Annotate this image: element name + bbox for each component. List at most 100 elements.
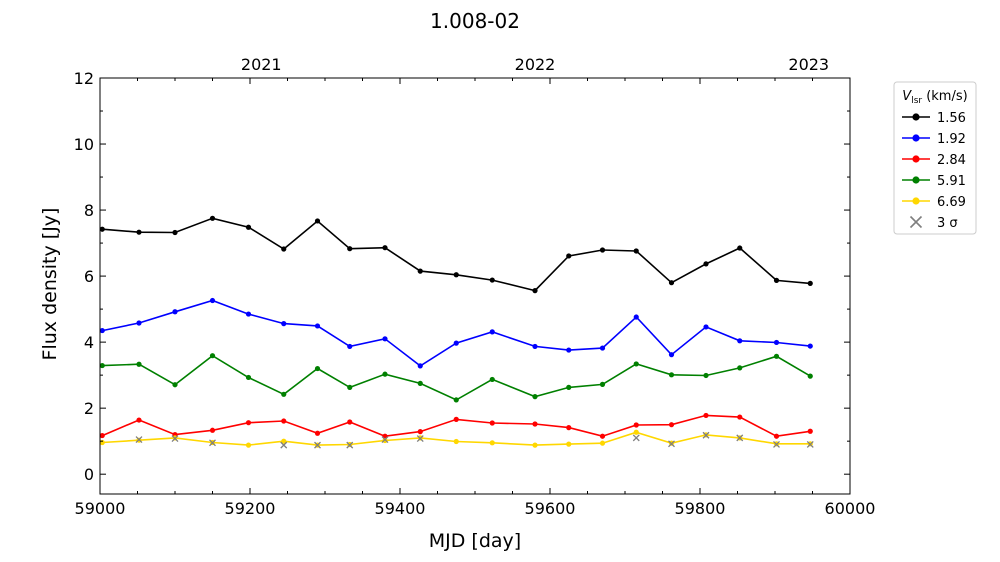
data-point-1.56 bbox=[489, 277, 495, 283]
data-point-2.84 bbox=[566, 425, 572, 431]
data-point-5.91 bbox=[99, 362, 105, 369]
data-point-1.56 bbox=[737, 245, 743, 251]
data-point-2.84 bbox=[453, 416, 459, 422]
data-point-6.69 bbox=[599, 440, 606, 446]
legend-label-1.56: 1.56 bbox=[937, 111, 966, 126]
data-point-5.91 bbox=[489, 376, 495, 383]
sigma-marker bbox=[209, 439, 216, 447]
data-point-2.84 bbox=[489, 420, 495, 426]
legend-label-1.92: 1.92 bbox=[937, 132, 966, 147]
data-point-2.84 bbox=[737, 414, 743, 420]
data-point-2.84 bbox=[633, 422, 639, 428]
data-point-1.92 bbox=[566, 347, 572, 353]
data-point-2.84 bbox=[599, 433, 606, 439]
data-point-5.91 bbox=[633, 361, 639, 367]
data-point-1.92 bbox=[453, 340, 459, 346]
data-point-1.56 bbox=[99, 226, 105, 232]
data-point-2.84 bbox=[668, 422, 675, 428]
data-point-2.84 bbox=[532, 421, 538, 427]
year-tick-label: 2023 bbox=[788, 55, 829, 74]
data-point-1.56 bbox=[599, 247, 606, 253]
data-point-6.69 bbox=[566, 441, 572, 447]
x-tick-label: 59400 bbox=[375, 499, 426, 518]
data-point-1.92 bbox=[172, 309, 178, 315]
y-tick-label: 12 bbox=[74, 69, 94, 88]
data-point-6.69 bbox=[489, 440, 495, 446]
data-point-1.56 bbox=[453, 272, 459, 278]
data-point-1.92 bbox=[209, 297, 216, 304]
sigma-marker bbox=[736, 434, 744, 442]
data-point-5.91 bbox=[807, 373, 813, 379]
data-point-1.92 bbox=[347, 343, 353, 350]
series-line-1.56 bbox=[102, 217, 811, 292]
sigma-marker bbox=[346, 441, 354, 449]
data-point-2.84 bbox=[703, 412, 709, 419]
y-tick-label: 6 bbox=[84, 267, 94, 286]
data-point-5.91 bbox=[209, 353, 216, 359]
sigma-marker bbox=[668, 440, 675, 448]
legend-marker-1.56 bbox=[912, 113, 920, 121]
legend: Vlsr (km/s) 1.56 1.92 2.84 5.91 6.69 3 σ bbox=[893, 81, 977, 235]
sigma-marker bbox=[702, 431, 710, 439]
data-point-5.91 bbox=[703, 372, 709, 379]
data-point-5.91 bbox=[532, 394, 538, 400]
data-point-1.92 bbox=[489, 329, 495, 335]
legend-label-5.91: 5.91 bbox=[937, 174, 966, 189]
legend-marker-2.84 bbox=[912, 155, 920, 163]
data-point-1.56 bbox=[347, 246, 353, 252]
data-point-1.56 bbox=[417, 268, 423, 274]
data-point-5.91 bbox=[453, 397, 459, 403]
legend-marker-6.69 bbox=[912, 197, 920, 205]
data-point-1.56 bbox=[209, 215, 216, 221]
sigma-marker bbox=[135, 436, 143, 443]
data-point-1.56 bbox=[382, 245, 388, 251]
data-point-2.84 bbox=[99, 432, 105, 439]
legend-marker-1.92 bbox=[912, 134, 920, 142]
data-point-6.69 bbox=[382, 437, 388, 444]
data-point-1.92 bbox=[532, 343, 538, 350]
legend-label-6.69: 6.69 bbox=[937, 195, 966, 210]
sigma-marker bbox=[314, 441, 321, 449]
data-point-1.92 bbox=[99, 327, 105, 334]
sigma-marker bbox=[773, 441, 780, 448]
y-tick-label: 2 bbox=[84, 399, 94, 418]
data-point-5.91 bbox=[172, 382, 178, 388]
series-line-5.91 bbox=[102, 354, 811, 401]
data-point-6.69 bbox=[453, 438, 459, 445]
data-point-1.92 bbox=[668, 352, 675, 358]
data-point-6.69 bbox=[633, 429, 639, 435]
data-point-1.56 bbox=[245, 224, 252, 230]
data-point-1.92 bbox=[417, 363, 423, 369]
data-point-5.91 bbox=[136, 361, 142, 367]
data-point-1.92 bbox=[314, 323, 321, 329]
year-tick-label: 2022 bbox=[515, 55, 556, 74]
sigma-marker bbox=[381, 436, 389, 443]
data-point-5.91 bbox=[347, 384, 353, 390]
x-axis-title: MJD [day] bbox=[429, 530, 521, 552]
plot-area bbox=[99, 215, 814, 449]
sigma-marker bbox=[416, 435, 424, 442]
data-point-1.56 bbox=[314, 218, 321, 224]
x-tick-label: 59000 bbox=[75, 499, 126, 518]
data-point-5.91 bbox=[417, 380, 423, 386]
data-point-2.84 bbox=[773, 433, 780, 439]
data-point-2.84 bbox=[807, 428, 813, 434]
data-point-2.84 bbox=[314, 430, 321, 436]
data-point-1.56 bbox=[633, 248, 639, 254]
data-point-1.56 bbox=[532, 288, 538, 294]
data-point-2.84 bbox=[281, 418, 287, 424]
data-point-1.92 bbox=[703, 324, 709, 330]
data-point-5.91 bbox=[599, 381, 606, 387]
data-point-2.84 bbox=[245, 420, 252, 426]
data-point-5.91 bbox=[737, 365, 743, 371]
legend-title: Vlsr (km/s) bbox=[902, 89, 967, 106]
data-point-5.91 bbox=[281, 391, 287, 397]
data-point-5.91 bbox=[668, 372, 675, 378]
data-point-2.84 bbox=[136, 417, 142, 423]
data-point-5.91 bbox=[382, 371, 388, 377]
sigma-marker bbox=[806, 441, 814, 448]
sigma-marker bbox=[632, 434, 640, 442]
data-point-1.92 bbox=[737, 338, 743, 344]
